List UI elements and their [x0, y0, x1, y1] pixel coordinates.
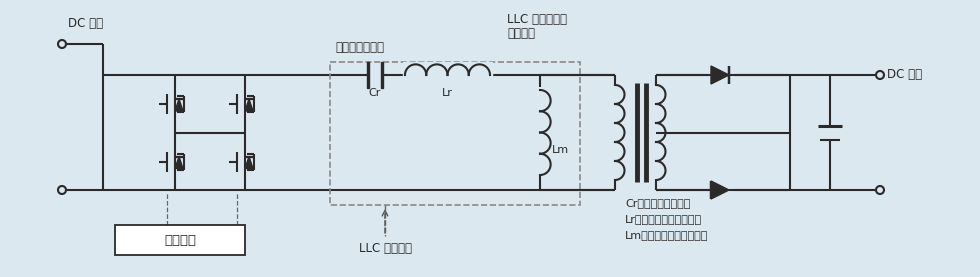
Text: LLC 共振電源用: LLC 共振電源用: [507, 13, 567, 26]
Text: LLC 共振回路: LLC 共振回路: [359, 242, 412, 255]
Text: DC 入力: DC 入力: [68, 17, 103, 30]
Polygon shape: [369, 73, 381, 77]
Text: 制御回路: 制御回路: [164, 234, 196, 247]
Text: Cr：共振コンデンサ: Cr：共振コンデンサ: [625, 198, 690, 208]
Polygon shape: [175, 157, 183, 168]
Polygon shape: [709, 188, 733, 201]
Text: Lm：励磁インダクタンス: Lm：励磁インダクタンス: [625, 230, 709, 240]
Polygon shape: [367, 62, 369, 88]
Polygon shape: [175, 99, 183, 111]
Polygon shape: [711, 66, 729, 84]
Bar: [115, 225, 245, 255]
Polygon shape: [711, 181, 729, 199]
Polygon shape: [245, 157, 253, 168]
Polygon shape: [403, 62, 492, 77]
Polygon shape: [709, 64, 733, 77]
Text: Lm: Lm: [552, 145, 569, 155]
Polygon shape: [381, 62, 383, 88]
Text: 共振コンデンサ: 共振コンデンサ: [335, 41, 384, 54]
Bar: [330, 62, 580, 205]
Text: Lr: Lr: [442, 88, 453, 98]
Polygon shape: [245, 99, 253, 111]
Text: Cr: Cr: [368, 88, 381, 98]
Text: DC 出力: DC 出力: [887, 68, 922, 81]
Text: Lr：漏れインダクタンス: Lr：漏れインダクタンス: [625, 214, 702, 224]
Text: トランス: トランス: [507, 27, 535, 40]
